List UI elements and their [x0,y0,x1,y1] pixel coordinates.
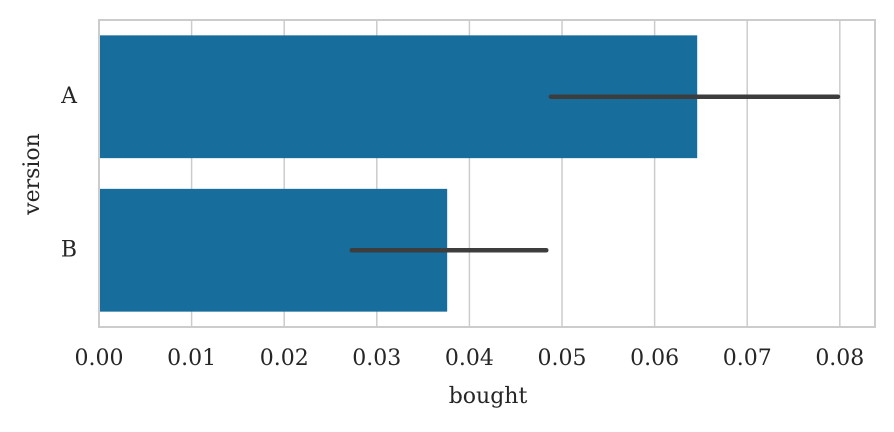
plot-frame [98,19,876,328]
x-tick-label: 0.03 [352,346,401,371]
x-axis-label: bought [449,384,528,409]
x-tick-label: 0.06 [630,346,679,371]
x-tick-label: 0.00 [75,346,124,371]
y-tick-label: A [60,84,78,109]
x-tick-label: 0.05 [538,346,587,371]
x-tick-label: 0.04 [445,346,494,371]
y-axis-label: version [20,133,45,216]
x-tick-label: 0.07 [723,346,772,371]
x-tick-label: 0.08 [815,346,864,371]
x-tick-label: 0.01 [167,346,216,371]
x-tick-label: 0.02 [260,346,309,371]
y-tick-label: B [61,237,77,262]
